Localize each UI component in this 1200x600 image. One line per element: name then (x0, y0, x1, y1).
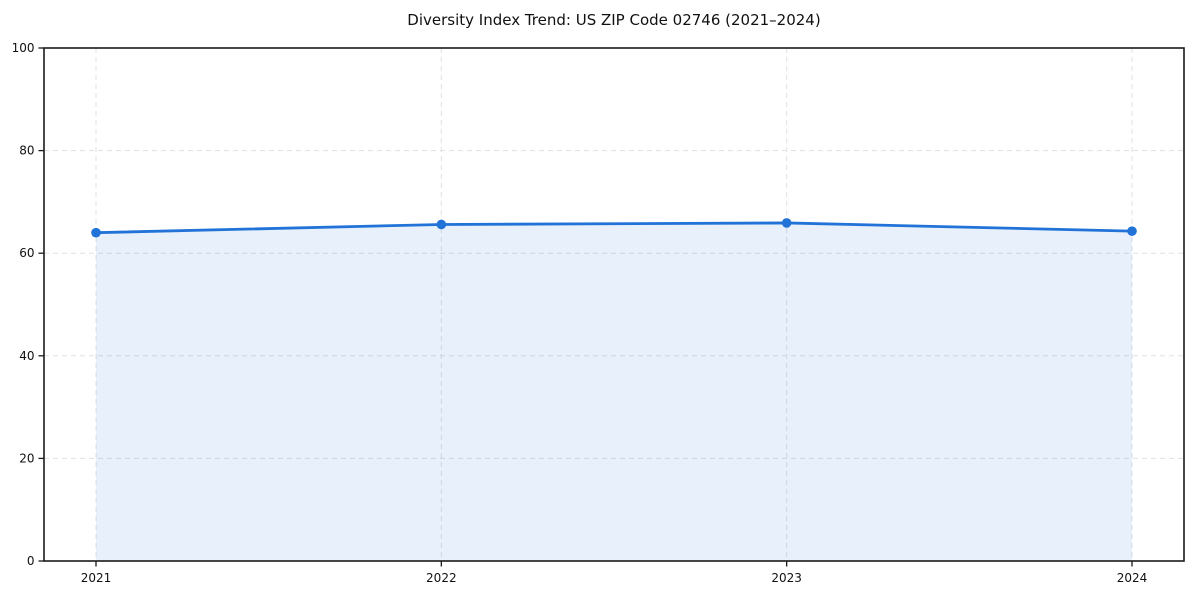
data-point-marker (1127, 226, 1137, 236)
y-tick-label: 60 (19, 246, 34, 260)
x-tick-label: 2021 (81, 571, 112, 585)
chart-title: Diversity Index Trend: US ZIP Code 02746… (407, 11, 821, 29)
data-point-marker (436, 219, 447, 230)
data-point-marker (91, 227, 101, 238)
x-tick-label: 2024 (1117, 571, 1148, 585)
data-point-marker (781, 218, 792, 228)
x-tick-label: 2023 (771, 571, 802, 585)
y-tick-label: 40 (19, 349, 34, 363)
y-tick-label: 20 (19, 451, 34, 465)
y-tick-label: 0 (27, 554, 35, 568)
y-tick-label: 100 (12, 41, 35, 55)
y-tick-label: 80 (19, 144, 34, 158)
x-tick-label: 2022 (426, 571, 457, 585)
area-fill (96, 222, 1132, 562)
trend-line (94, 221, 1134, 235)
plot-border (43, 47, 1185, 562)
tick-marks (38, 47, 1133, 567)
gridlines (44, 48, 1184, 561)
